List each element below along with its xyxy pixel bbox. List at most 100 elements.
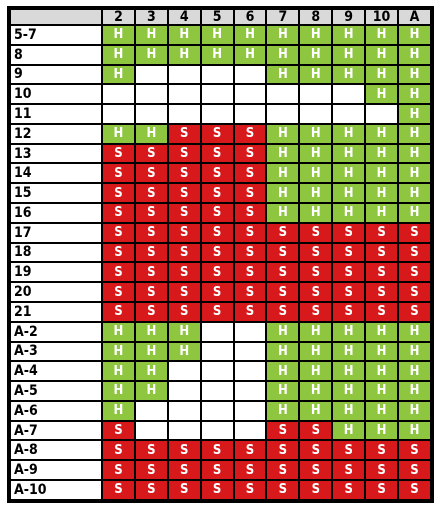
row-label: 9 bbox=[9, 63, 103, 86]
hit-cell: H bbox=[265, 24, 301, 46]
hit-cell: H bbox=[265, 122, 301, 145]
hit-cell: H bbox=[364, 63, 400, 86]
table-row: 18 S S S S S S S S S S bbox=[9, 241, 432, 264]
row-label: 15 bbox=[9, 182, 103, 205]
hit-cell: H bbox=[265, 162, 301, 185]
hit-cell: H bbox=[298, 43, 334, 66]
stand-cell: S bbox=[232, 439, 268, 462]
table-row: A-9 S S S S S S S S S S bbox=[9, 459, 432, 481]
stand-cell: S bbox=[232, 478, 268, 502]
header-row: 2 3 4 5 6 7 8 9 10 A bbox=[9, 8, 432, 26]
stand-cell: S bbox=[298, 459, 334, 481]
hit-cell: H bbox=[397, 122, 432, 145]
stand-cell: S bbox=[101, 241, 136, 264]
blank-cell bbox=[166, 63, 202, 86]
hit-cell: H bbox=[397, 419, 432, 442]
hit-cell: H bbox=[364, 320, 400, 343]
hit-cell: H bbox=[397, 320, 432, 343]
hit-cell: H bbox=[101, 360, 136, 383]
stand-cell: S bbox=[133, 221, 169, 244]
stand-cell: S bbox=[364, 241, 400, 264]
column-header: 8 bbox=[298, 8, 334, 26]
stand-cell: S bbox=[298, 419, 334, 442]
hit-cell: H bbox=[232, 43, 268, 66]
stand-cell: S bbox=[101, 439, 136, 462]
hit-cell: H bbox=[397, 63, 432, 86]
table-row: A-7 S S S H H H bbox=[9, 419, 432, 442]
blank-cell bbox=[232, 103, 268, 125]
stand-cell: S bbox=[101, 202, 136, 224]
hit-cell: H bbox=[364, 340, 400, 363]
hit-cell: H bbox=[364, 122, 400, 145]
hit-cell: H bbox=[298, 142, 334, 165]
row-label: A-2 bbox=[9, 320, 103, 343]
blank-cell bbox=[166, 83, 202, 106]
hit-cell: H bbox=[331, 419, 367, 442]
hit-cell: H bbox=[199, 24, 235, 46]
column-header: 3 bbox=[133, 8, 169, 26]
stand-cell: S bbox=[265, 241, 301, 264]
stand-cell: S bbox=[166, 142, 202, 165]
stand-cell: S bbox=[298, 478, 334, 502]
stand-cell: S bbox=[133, 478, 169, 502]
hit-cell: H bbox=[298, 380, 334, 402]
blank-cell bbox=[133, 399, 169, 422]
stand-cell: S bbox=[232, 162, 268, 185]
hit-cell: H bbox=[331, 380, 367, 402]
stand-cell: S bbox=[265, 300, 301, 323]
row-label: A-7 bbox=[9, 419, 103, 442]
hit-cell: H bbox=[397, 182, 432, 205]
hit-cell: H bbox=[364, 202, 400, 224]
strategy-chart: 2 3 4 5 6 7 8 9 10 A 5-7 H H H H H H H H H H 8 H H H H H H H H H H 9 H H H… bbox=[7, 6, 434, 503]
blank-cell bbox=[101, 83, 136, 106]
stand-cell: S bbox=[331, 261, 367, 284]
stand-cell: S bbox=[397, 439, 432, 462]
hit-cell: H bbox=[101, 122, 136, 145]
hit-cell: H bbox=[265, 380, 301, 402]
column-header: A bbox=[397, 8, 432, 26]
stand-cell: S bbox=[133, 459, 169, 481]
stand-cell: S bbox=[331, 459, 367, 481]
stand-cell: S bbox=[199, 122, 235, 145]
row-label: A-6 bbox=[9, 399, 103, 422]
stand-cell: S bbox=[101, 419, 136, 442]
blank-cell bbox=[166, 419, 202, 442]
blank-cell bbox=[166, 360, 202, 383]
column-header: 6 bbox=[232, 8, 268, 26]
hit-cell: H bbox=[364, 380, 400, 402]
stand-cell: S bbox=[166, 241, 202, 264]
hit-cell: H bbox=[133, 380, 169, 402]
stand-cell: S bbox=[166, 459, 202, 481]
strategy-table: 2 3 4 5 6 7 8 9 10 A 5-7 H H H H H H H H H H 8 H H H H H H H H H H 9 H H H… bbox=[9, 8, 432, 502]
blank-cell bbox=[232, 340, 268, 363]
blank-cell bbox=[232, 360, 268, 383]
hit-cell: H bbox=[166, 340, 202, 363]
hit-cell: H bbox=[101, 399, 136, 422]
hit-cell: H bbox=[133, 340, 169, 363]
hit-cell: H bbox=[265, 43, 301, 66]
column-header: 2 bbox=[101, 8, 136, 26]
hit-cell: H bbox=[331, 320, 367, 343]
stand-cell: S bbox=[166, 182, 202, 205]
hit-cell: H bbox=[101, 63, 136, 86]
hit-cell: H bbox=[298, 202, 334, 224]
row-label: A-10 bbox=[9, 478, 103, 502]
blank-cell bbox=[166, 380, 202, 402]
row-label: 13 bbox=[9, 142, 103, 165]
hit-cell: H bbox=[331, 340, 367, 363]
hit-cell: H bbox=[397, 83, 432, 106]
hit-cell: H bbox=[397, 43, 432, 66]
blank-cell bbox=[133, 103, 169, 125]
hit-cell: H bbox=[364, 83, 400, 106]
hit-cell: H bbox=[364, 360, 400, 383]
hit-cell: H bbox=[199, 43, 235, 66]
stand-cell: S bbox=[232, 261, 268, 284]
stand-cell: S bbox=[298, 281, 334, 303]
stand-cell: S bbox=[101, 221, 136, 244]
hit-cell: H bbox=[232, 24, 268, 46]
hit-cell: H bbox=[101, 380, 136, 402]
stand-cell: S bbox=[364, 281, 400, 303]
stand-cell: S bbox=[232, 221, 268, 244]
row-label: A-8 bbox=[9, 439, 103, 462]
